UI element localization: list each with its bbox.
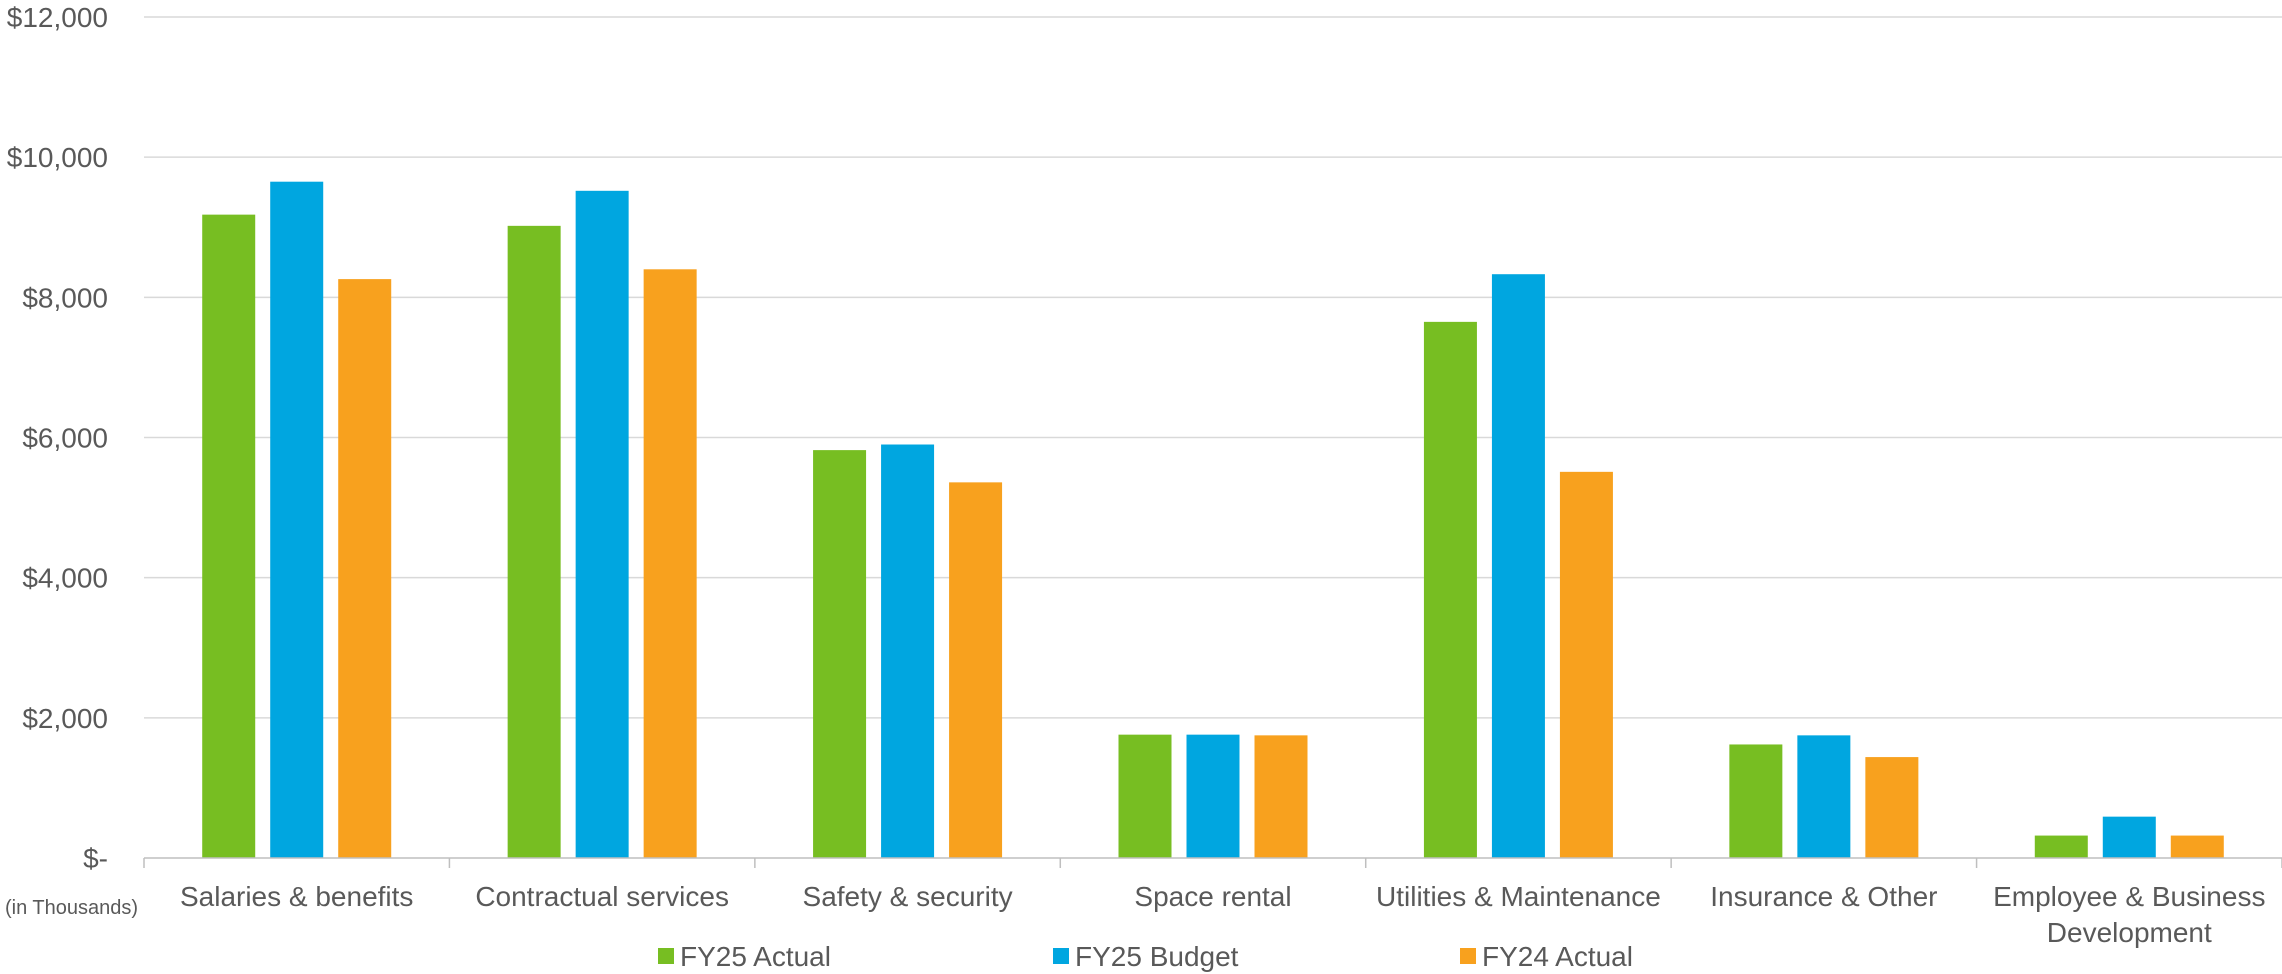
x-category-label: Contractual services <box>475 881 729 912</box>
x-axis <box>143 857 2282 868</box>
y-tick-label: $4,000 <box>22 563 108 594</box>
legend-label: FY25 Actual <box>680 941 831 972</box>
bar <box>949 482 1003 858</box>
legend-item: FY24 Actual <box>1460 941 1633 972</box>
bar <box>813 450 867 858</box>
bar <box>1797 735 1851 858</box>
bar <box>1491 274 1545 859</box>
bar <box>1118 734 1172 858</box>
bar <box>1559 471 1613 858</box>
y-axis-tick-labels: $- $2,000 $4,000 $6,000 $8,000 $10,000 $12,000 <box>7 2 108 874</box>
gridlines <box>144 16 2282 719</box>
x-category-label: Safety & security <box>803 881 1013 912</box>
y-tick-label: $- <box>83 843 108 874</box>
y-tick-label: $10,000 <box>7 142 108 173</box>
bar <box>2170 835 2224 858</box>
legend: FY25 Actual FY25 Budget FY24 Actual <box>658 941 1633 972</box>
bar <box>202 214 256 858</box>
x-category-label: Space rental <box>1134 881 1291 912</box>
bar <box>1186 734 1240 858</box>
legend-swatch <box>658 948 674 964</box>
bar <box>1865 757 1919 858</box>
bar <box>1254 735 1308 858</box>
bar <box>2034 835 2088 858</box>
legend-label: FY25 Budget <box>1075 941 1239 972</box>
legend-swatch <box>1460 948 1476 964</box>
y-tick-label: $12,000 <box>7 2 108 33</box>
bar <box>1423 321 1477 858</box>
bar <box>881 444 935 858</box>
bar <box>575 190 629 859</box>
unit-note: (in Thousands) <box>5 897 138 919</box>
x-category-label: Employee & Business Development <box>1993 881 2265 948</box>
x-category-label: Salaries & benefits <box>180 881 413 912</box>
x-category-label: Insurance & Other <box>1710 881 1937 912</box>
y-tick-label: $8,000 <box>22 282 108 313</box>
legend-item: FY25 Actual <box>658 941 831 972</box>
y-tick-label: $6,000 <box>22 423 108 454</box>
category-labels: Salaries & benefits Contractual services S… <box>180 881 2265 948</box>
bar <box>643 269 697 858</box>
legend-item: FY25 Budget <box>1053 941 1239 972</box>
bar <box>507 225 561 858</box>
bars <box>202 181 2224 859</box>
legend-swatch <box>1053 948 1069 964</box>
y-tick-label: $2,000 <box>22 703 108 734</box>
legend-label: FY24 Actual <box>1482 941 1633 972</box>
bar <box>338 279 392 858</box>
bar <box>2102 816 2156 858</box>
bar <box>270 181 324 859</box>
bar <box>1729 744 1783 858</box>
x-category-label: Utilities & Maintenance <box>1376 881 1661 912</box>
